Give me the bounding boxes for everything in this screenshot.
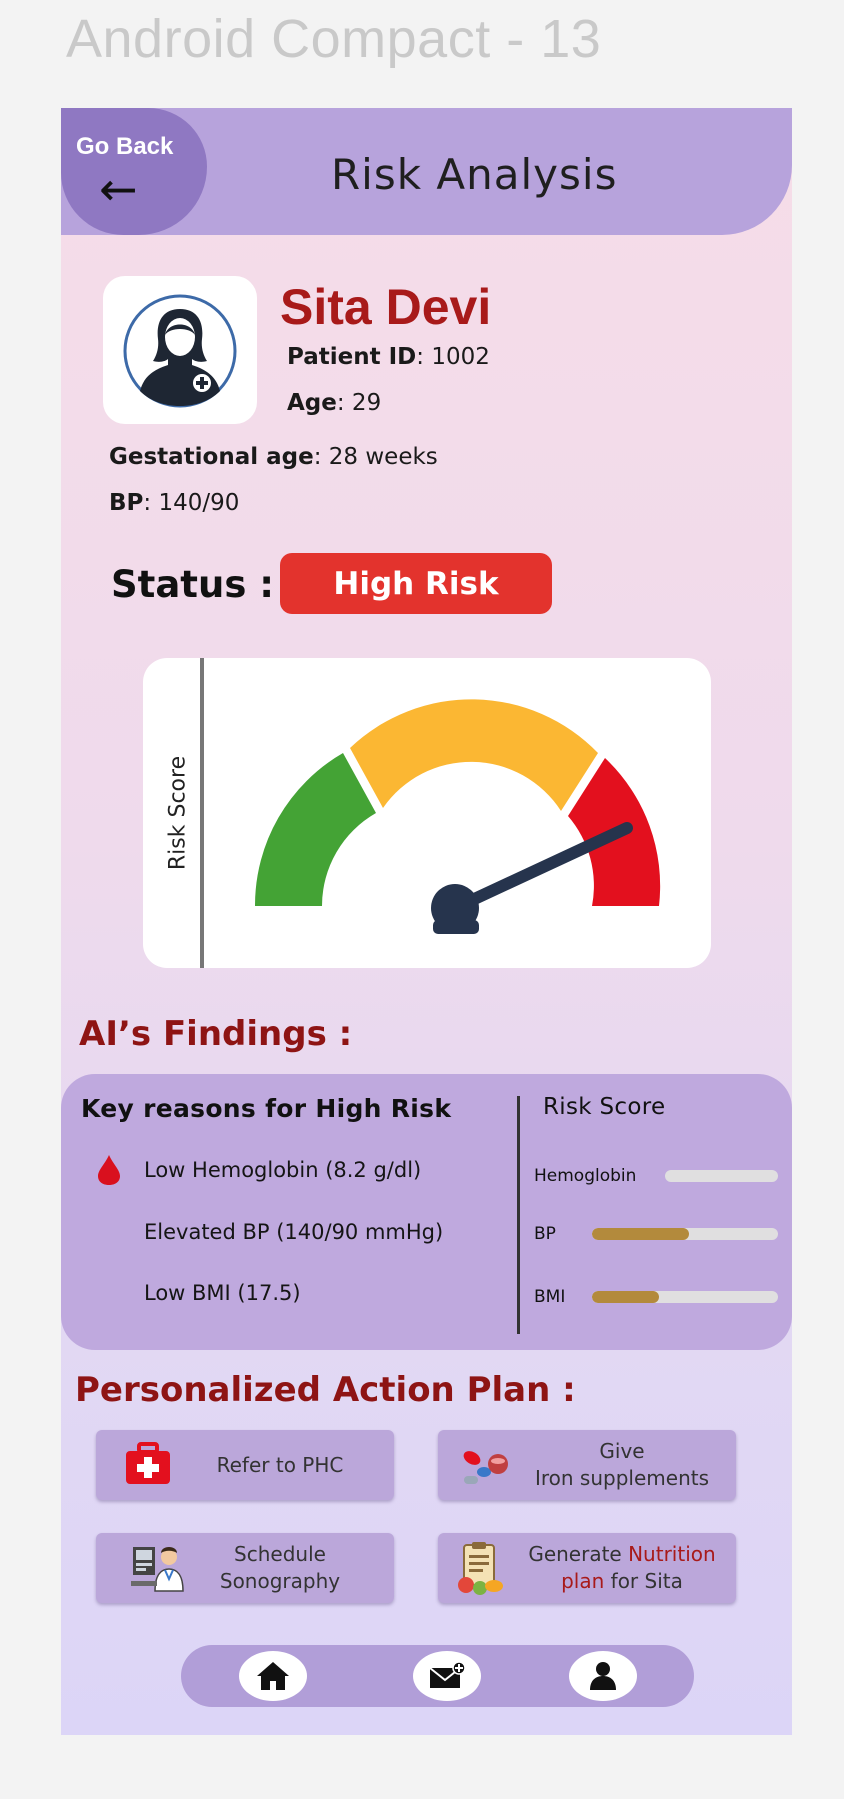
frame-title: Android Compact - 13: [66, 9, 602, 69]
findings-card: Key reasons for High Risk Low Hemoglobin…: [61, 1074, 792, 1350]
doctor-monitor-icon: [131, 1547, 184, 1592]
patient-name: Sita Devi: [280, 279, 492, 335]
header: Go Back ← Risk Analysis: [61, 108, 792, 235]
patient-id-value: : 1002: [416, 344, 490, 370]
phone-screen: Go Back ← Risk Analysis Sita Devi Patien…: [61, 108, 792, 1735]
action-plan-heading: Personalized Action Plan :: [75, 1370, 576, 1410]
nutrition-part4: for Sita: [604, 1569, 683, 1593]
reason-item: Low BMI (17.5): [144, 1281, 301, 1305]
nutrition-clipboard-icon: [458, 1542, 503, 1595]
score-bar-hemoglobin: [665, 1170, 778, 1182]
status-label: Status :: [111, 563, 275, 606]
score-fill: [592, 1228, 689, 1240]
go-back-button[interactable]: Go Back ←: [61, 108, 207, 235]
nav-profile-button[interactable]: [569, 1651, 637, 1701]
blood-drop-icon: [98, 1155, 120, 1185]
score-label-bp: BP: [534, 1224, 556, 1244]
score-label-bmi: BMI: [534, 1287, 566, 1307]
refer-to-phc-button[interactable]: Refer to PHC: [96, 1430, 394, 1500]
gestational-age: Gestational age: 28 weeks: [109, 444, 438, 470]
nutrition-part3: plan: [561, 1569, 605, 1593]
score-fill: [592, 1291, 659, 1303]
gauge-axis-line: [200, 658, 204, 968]
first-aid-kit-icon: [126, 1442, 170, 1484]
patient-id: Patient ID: 1002: [287, 344, 490, 370]
patient-age-value: : 29: [336, 390, 382, 416]
nutrition-part2: Nutrition: [628, 1542, 716, 1566]
profile-icon: [590, 1662, 616, 1690]
mail-icon: [429, 1661, 466, 1688]
generate-nutrition-plan-label: Generate Nutrition plan for Sita: [518, 1533, 726, 1603]
gauge-zone-low: [254, 753, 376, 906]
give-iron-supplements-label: Give Iron supplements: [518, 1430, 726, 1500]
schedule-sonography-label: Schedule Sonography: [176, 1533, 384, 1603]
gauge-zone-medium: [350, 699, 598, 811]
page-title: Risk Analysis: [331, 150, 618, 199]
go-back-label: Go Back: [76, 133, 174, 160]
risk-gauge-card: Risk Score: [143, 658, 711, 968]
schedule-sonography-button[interactable]: Schedule Sonography: [96, 1533, 394, 1603]
bp-value: : 140/90: [143, 490, 240, 516]
sono-line1: Schedule: [234, 1542, 326, 1566]
patient-age: Age: 29: [287, 390, 381, 416]
status-badge: High Risk: [280, 553, 552, 614]
give-iron-supplements-button[interactable]: Give Iron supplements: [438, 1430, 736, 1500]
risk-score-title: Risk Score: [543, 1094, 666, 1120]
risk-gauge: [254, 699, 661, 934]
sono-line2: Sonography: [219, 1569, 341, 1593]
back-arrow-icon: ←: [99, 162, 138, 216]
female-doctor-icon: [123, 294, 237, 408]
findings-divider: [517, 1096, 520, 1334]
findings-heading: AI’s Findings :: [79, 1014, 353, 1054]
nutrition-part1: Generate: [528, 1542, 629, 1566]
refer-to-phc-label: Refer to PHC: [216, 1452, 344, 1477]
nav-messages-button[interactable]: [413, 1651, 481, 1701]
bp-label: BP: [109, 490, 144, 516]
patient-id-label: Patient ID: [287, 344, 417, 370]
nav-home-button[interactable]: [239, 1651, 307, 1701]
pills-icon: [463, 1451, 508, 1484]
key-reasons-title: Key reasons for High Risk: [81, 1094, 452, 1123]
score-bar-bmi: [592, 1291, 778, 1303]
gauge-needle-icon: [431, 822, 633, 934]
home-icon: [257, 1662, 289, 1690]
iron-line2: Iron supplements: [534, 1466, 710, 1490]
blood-pressure: BP: 140/90: [109, 490, 239, 516]
gestational-age-label: Gestational age: [109, 444, 314, 470]
patient-avatar: [103, 276, 257, 424]
patient-age-label: Age: [287, 390, 337, 416]
gestational-age-value: : 28 weeks: [313, 444, 438, 470]
reason-item: Elevated BP (140/90 mmHg): [144, 1220, 444, 1244]
generate-nutrition-plan-button[interactable]: Generate Nutrition plan for Sita: [438, 1533, 736, 1603]
reason-item: Low Hemoglobin (8.2 g/dl): [144, 1158, 422, 1182]
bottom-nav: [181, 1645, 694, 1707]
score-label-hemoglobin: Hemoglobin: [534, 1166, 637, 1186]
iron-line1: Give: [599, 1439, 645, 1463]
score-bar-bp: [592, 1228, 778, 1240]
